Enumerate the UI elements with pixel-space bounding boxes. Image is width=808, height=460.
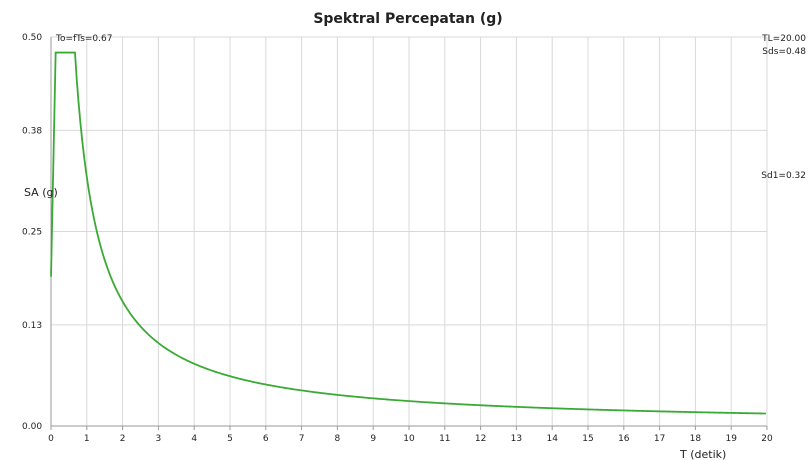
x-tick-label: 16 xyxy=(618,434,630,444)
x-axis-label: T (detik) xyxy=(679,448,726,460)
x-tick-labels: 0 1 2 3 4 5 6 7 8 9 10 11 12 13 14 15 16 17 18 19 20 xyxy=(48,434,773,444)
spectrum-curve xyxy=(50,51,766,415)
x-tick-label: 15 xyxy=(582,434,593,444)
y-tick-label: 0.25 xyxy=(22,228,42,238)
y-axis-label: SA (g) xyxy=(24,186,58,199)
x-tick-label: 7 xyxy=(299,434,305,444)
x-tick-label: 13 xyxy=(511,434,522,444)
x-tick-label: 20 xyxy=(761,434,773,444)
annotation-sds: Sds=0.48 xyxy=(762,47,806,57)
x-tick-label: 2 xyxy=(120,434,126,444)
x-tick-label: 9 xyxy=(370,434,376,444)
x-tick-label: 14 xyxy=(546,434,558,444)
x-tick-label: 0 xyxy=(48,434,54,444)
chart-title: Spektral Percepatan (g) xyxy=(313,11,502,27)
annotation-tl: TL=20.00 xyxy=(761,34,806,44)
annotation-sd1: Sd1=0.32 xyxy=(761,171,806,181)
x-tick-label: 5 xyxy=(227,434,233,444)
y-tick-label: 0.13 xyxy=(22,321,42,331)
y-tick-labels: 0.00 0.13 0.25 0.38 0.50 xyxy=(22,33,42,432)
annotation-to-ts: To=fTs=0.67 xyxy=(55,34,112,44)
x-tick-label: 3 xyxy=(156,434,162,444)
x-tick-label: 8 xyxy=(335,434,341,444)
x-tick-label: 19 xyxy=(725,434,737,444)
grid xyxy=(50,36,768,430)
y-tick-label: 0.50 xyxy=(22,33,42,43)
x-tick-label: 1 xyxy=(84,434,90,444)
x-tick-label: 17 xyxy=(654,434,665,444)
y-tick-label: 0.00 xyxy=(22,422,42,432)
x-tick-label: 12 xyxy=(475,434,486,444)
x-tick-label: 10 xyxy=(403,434,415,444)
x-tick-label: 11 xyxy=(439,434,450,444)
x-tick-label: 4 xyxy=(191,434,197,444)
x-tick-label: 18 xyxy=(690,434,702,444)
y-tick-label: 0.38 xyxy=(22,126,42,136)
x-tick-label: 6 xyxy=(263,434,269,444)
